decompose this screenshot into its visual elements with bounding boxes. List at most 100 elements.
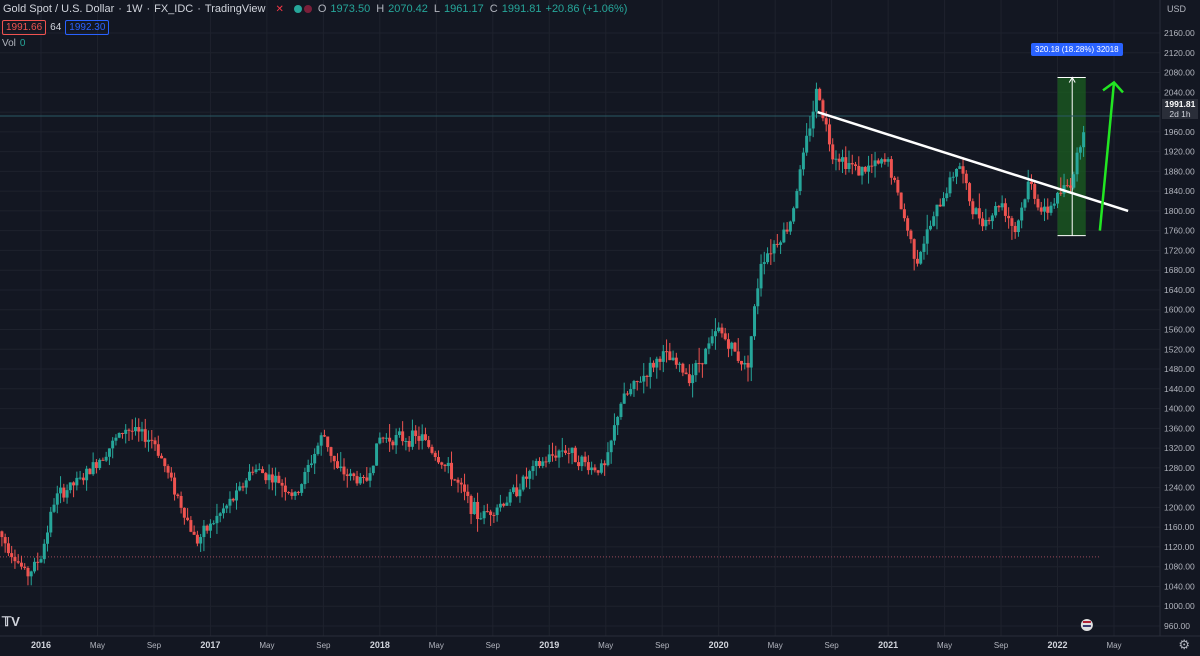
candle-body — [228, 498, 232, 506]
bullish-arrowhead — [1102, 80, 1124, 94]
volume-label: Vol — [2, 38, 16, 49]
candle-body — [619, 403, 623, 417]
time-tick-label: Sep — [486, 641, 501, 650]
candle-body — [726, 339, 730, 349]
price-tick-label: 1640.00 — [1164, 285, 1195, 295]
candle-body — [140, 429, 144, 432]
sell-price-button[interactable]: 1991.66 — [2, 20, 47, 35]
candle-body — [759, 263, 763, 289]
price-tick-label: 1960.00 — [1164, 127, 1195, 137]
candle-body — [186, 517, 190, 521]
price-tick-label: 1320.00 — [1164, 443, 1195, 453]
close-value: 1991.81 — [501, 3, 542, 15]
candle-body — [805, 135, 809, 153]
interval-label[interactable]: 1W — [125, 3, 143, 15]
candle-body — [127, 429, 131, 431]
candle-body — [65, 490, 69, 498]
candle-body — [254, 469, 258, 472]
candle-body — [19, 562, 23, 567]
high-label: H — [376, 3, 385, 15]
candle-body — [684, 372, 688, 375]
symbol-title[interactable]: Gold Spot / U.S. Dollar — [3, 3, 115, 15]
market-status-icon — [293, 5, 302, 13]
candle-body — [593, 467, 597, 471]
candle-body — [472, 501, 476, 514]
candle-body — [410, 430, 414, 447]
tradingview-logo-icon[interactable]: 𝕋V — [2, 614, 20, 629]
time-tick-label: Sep — [825, 641, 840, 650]
candle-body — [283, 485, 287, 493]
candle-body — [267, 474, 271, 481]
status-dots[interactable] — [293, 5, 312, 13]
candle-body — [609, 440, 613, 453]
time-tick-label: Sep — [316, 641, 331, 650]
candle-body — [769, 253, 773, 255]
candle-body — [463, 484, 467, 492]
candle-body — [994, 206, 998, 216]
settings-gear-icon[interactable]: ⚙ — [1178, 637, 1190, 652]
price-tick-label: 1360.00 — [1164, 423, 1195, 433]
candle-body — [414, 430, 418, 437]
candle-body — [137, 427, 141, 432]
candle-body — [603, 463, 607, 466]
candle-body — [932, 216, 936, 226]
candle-body — [902, 209, 906, 219]
price-tick-label: 1240.00 — [1164, 483, 1195, 493]
candle-body — [316, 445, 320, 454]
price-tick-label: 2040.00 — [1164, 87, 1195, 97]
candle-body — [880, 159, 884, 164]
candle-body — [163, 458, 167, 467]
candle-body — [309, 463, 313, 466]
candle-body — [46, 532, 50, 544]
candle-body — [365, 477, 369, 481]
candle-body — [1049, 205, 1053, 213]
candle-body — [94, 462, 98, 469]
candle-body — [1082, 132, 1086, 148]
candle-body — [753, 306, 757, 337]
candle-body — [909, 230, 913, 240]
candle-body — [915, 258, 919, 264]
candle-body — [847, 163, 851, 170]
price-tick-label: 1160.00 — [1164, 522, 1194, 532]
candle-body — [537, 460, 541, 466]
candle-body — [101, 459, 105, 461]
candle-body — [1003, 203, 1007, 216]
price-tick-label: 1200.00 — [1164, 502, 1195, 512]
candle-body — [577, 462, 581, 467]
candle-body — [482, 511, 486, 519]
candle-body — [814, 88, 818, 112]
candle-body — [955, 168, 959, 177]
candle-body — [280, 482, 284, 486]
candle-body — [427, 440, 431, 447]
candle-body — [645, 375, 649, 377]
candle-body — [961, 166, 965, 174]
candle-body — [313, 453, 317, 464]
bar-countdown: 2d 1h — [1169, 109, 1191, 119]
hide-icon[interactable]: ✕ — [275, 3, 284, 15]
candle-body — [49, 511, 53, 533]
currency-label[interactable]: USD — [1166, 4, 1186, 14]
candle-body — [935, 204, 939, 217]
candle-body — [72, 482, 76, 486]
buy-price-button[interactable]: 1992.30 — [65, 20, 110, 35]
candle-body — [443, 464, 447, 467]
candle-body — [749, 336, 753, 368]
candle-body — [508, 492, 512, 503]
time-tick-label: May — [429, 641, 444, 650]
price-tick-label: 960.00 — [1164, 621, 1190, 631]
candle-body — [524, 476, 528, 479]
price-tick-label: 1760.00 — [1164, 226, 1195, 236]
time-axis[interactable]: 2016 May Sep 2017 May Sep 2018 May Sep 2019 May Sep… — [0, 619, 1200, 656]
measure-label[interactable]: 320.18 (18.28%) 32018 — [1031, 43, 1123, 56]
candle-body — [573, 447, 577, 463]
candle-body — [655, 358, 659, 368]
candle-body — [515, 487, 519, 497]
candle-body — [52, 504, 56, 512]
candle-body — [661, 351, 665, 362]
candle-body — [511, 487, 515, 493]
candle-body — [886, 159, 890, 162]
candle-body — [1046, 206, 1050, 213]
candle-body — [873, 160, 877, 167]
price-tick-label: 1920.00 — [1164, 147, 1195, 157]
